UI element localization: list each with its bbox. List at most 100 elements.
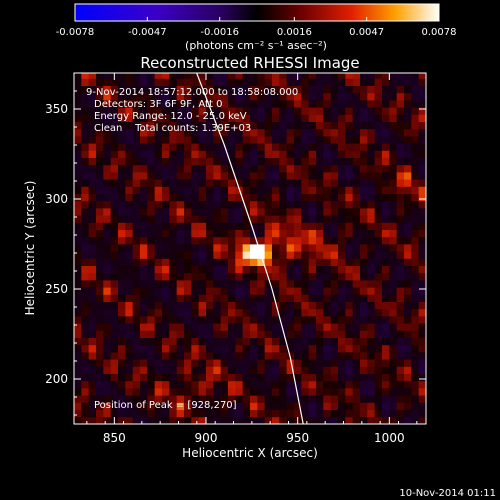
heatmap-cell xyxy=(257,193,266,202)
heatmap-cell xyxy=(367,416,376,424)
heatmap-cell xyxy=(213,388,222,396)
heatmap-cell xyxy=(323,229,332,238)
heatmap-cell xyxy=(250,323,258,331)
heatmap-cell xyxy=(272,157,280,166)
heatmap-cell xyxy=(96,78,104,86)
heatmap-cell xyxy=(352,265,361,274)
heatmap-cell xyxy=(162,244,170,252)
heatmap-cell xyxy=(81,359,90,367)
heatmap-cell xyxy=(235,330,244,338)
heatmap-cell xyxy=(250,380,258,389)
heatmap-cell xyxy=(96,73,104,79)
heatmap-cell xyxy=(389,359,398,367)
heatmap-cell xyxy=(206,337,214,346)
heatmap-cell xyxy=(154,143,163,151)
heatmap-cell xyxy=(389,272,398,281)
heatmap-cell xyxy=(316,107,324,115)
heatmap-cell xyxy=(118,416,126,424)
heatmap-cell xyxy=(213,164,222,173)
heatmap-cell xyxy=(286,136,295,144)
heatmap-cell xyxy=(352,136,361,144)
heatmap-cell xyxy=(110,244,119,252)
heatmap-cell xyxy=(360,287,368,295)
heatmap-cell xyxy=(360,121,368,130)
heatmap-cell xyxy=(118,258,126,266)
heatmap-cell xyxy=(389,92,398,101)
heatmap-cell xyxy=(367,366,376,374)
heatmap-cell xyxy=(316,308,324,317)
heatmap-cell xyxy=(301,92,310,101)
heatmap-cell xyxy=(330,222,339,230)
heatmap-cell xyxy=(294,164,302,173)
heatmap-cell xyxy=(257,308,266,317)
heatmap-cell xyxy=(323,114,332,122)
heatmap-cell xyxy=(382,200,390,209)
heatmap-cell xyxy=(176,92,185,101)
heatmap-cell xyxy=(118,85,126,94)
heatmap-cell xyxy=(191,301,200,310)
heatmap-cell xyxy=(228,100,236,108)
heatmap-cell xyxy=(330,395,339,403)
heatmap-cell xyxy=(404,164,412,173)
heatmap-cell xyxy=(213,344,222,353)
heatmap-cell xyxy=(352,316,361,324)
heatmap-cell xyxy=(257,186,266,194)
heatmap-cell xyxy=(169,92,178,101)
heatmap-cell xyxy=(264,179,273,187)
heatmap-cell xyxy=(301,215,310,223)
heatmap-cell xyxy=(382,172,390,180)
heatmap-cell xyxy=(140,409,148,418)
y-tick-label: 300 xyxy=(45,192,68,206)
heatmap-cell xyxy=(316,409,324,418)
heatmap-cell xyxy=(191,100,200,108)
heatmap-cell xyxy=(389,179,398,187)
heatmap-cell xyxy=(220,157,229,166)
heatmap-cell xyxy=(81,294,90,302)
heatmap-cell xyxy=(323,395,332,403)
heatmap-cell xyxy=(176,164,185,173)
heatmap-cell xyxy=(220,416,229,424)
heatmap-cell xyxy=(198,388,207,396)
heatmap-cell xyxy=(345,136,354,144)
heatmap-cell xyxy=(206,388,214,396)
heatmap-cell xyxy=(140,337,148,346)
heatmap-cell xyxy=(360,330,368,338)
heatmap-cell xyxy=(345,236,354,245)
heatmap-cell xyxy=(176,200,185,209)
heatmap-cell xyxy=(257,380,266,389)
heatmap-cell xyxy=(301,308,310,317)
heatmap-cell xyxy=(330,337,339,346)
heatmap-cell xyxy=(286,92,295,101)
heatmap-cell xyxy=(220,337,229,346)
heatmap-cell xyxy=(125,179,134,187)
heatmap-cell xyxy=(367,287,376,295)
heatmap-cell xyxy=(294,78,302,86)
heatmap-cell xyxy=(198,114,207,122)
heatmap-cell xyxy=(396,186,405,194)
heatmap-cell xyxy=(294,380,302,389)
heatmap-cell xyxy=(308,344,317,353)
heatmap-cell xyxy=(88,287,97,295)
heatmap-cell xyxy=(140,287,148,295)
heatmap-cell xyxy=(74,366,82,374)
heatmap-cell xyxy=(301,373,310,382)
heatmap-cell xyxy=(308,287,317,295)
heatmap-cell xyxy=(147,73,156,79)
heatmap-cell xyxy=(125,150,134,158)
x-tick-label: 950 xyxy=(286,431,309,445)
heatmap-cell xyxy=(110,157,119,166)
heatmap-cell xyxy=(404,395,412,403)
heatmap-cell xyxy=(418,316,426,324)
heatmap-cell xyxy=(257,280,266,288)
heatmap-cell xyxy=(147,323,156,331)
heatmap-cell xyxy=(250,193,258,202)
heatmap-cell xyxy=(411,402,420,410)
heatmap-cell xyxy=(257,78,266,86)
heatmap-cell xyxy=(235,388,244,396)
heatmap-cell xyxy=(308,244,317,252)
heatmap-cell xyxy=(206,136,214,144)
heatmap-cell xyxy=(286,380,295,389)
heatmap-cell xyxy=(110,193,119,202)
heatmap-cell xyxy=(316,344,324,353)
heatmap-cell xyxy=(382,409,390,418)
